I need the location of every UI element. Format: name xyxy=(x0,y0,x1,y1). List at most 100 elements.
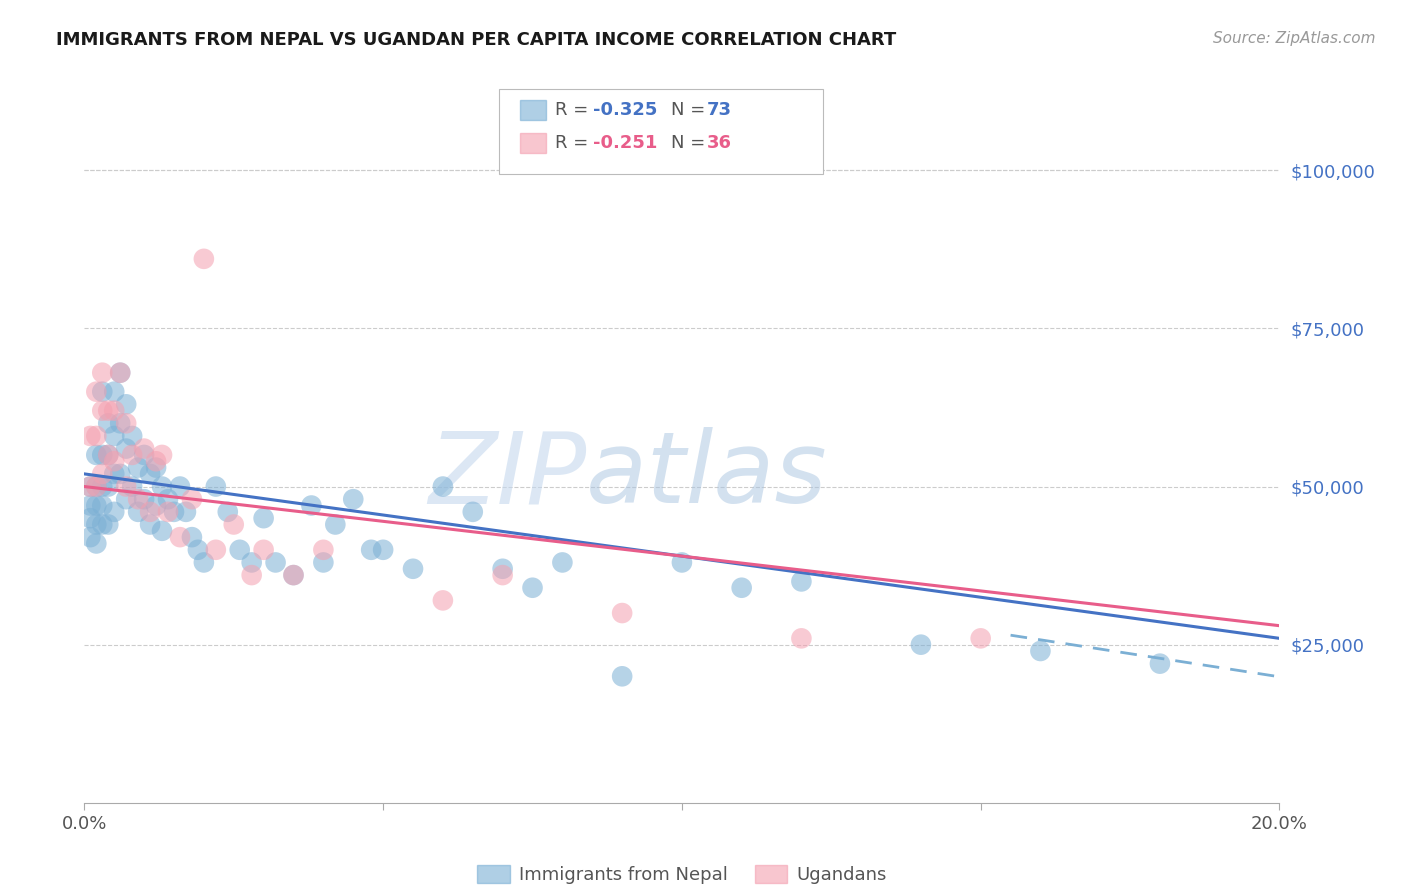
Point xyxy=(115,492,138,507)
Point xyxy=(205,542,228,557)
Point xyxy=(169,530,191,544)
Point xyxy=(193,252,215,266)
Text: 36: 36 xyxy=(707,134,733,152)
Point xyxy=(97,517,120,532)
Point xyxy=(127,460,149,475)
Point xyxy=(79,499,101,513)
Point xyxy=(551,556,574,570)
Point xyxy=(132,442,156,456)
Point xyxy=(371,542,394,557)
Point xyxy=(731,581,754,595)
Point xyxy=(323,517,347,532)
Point xyxy=(79,479,101,493)
Point xyxy=(103,454,125,468)
Point xyxy=(145,460,167,475)
Point xyxy=(671,556,693,570)
Point xyxy=(402,562,425,576)
Point xyxy=(132,448,156,462)
Point xyxy=(86,479,108,493)
Point xyxy=(432,593,454,607)
Point xyxy=(240,556,263,570)
Point xyxy=(91,448,114,462)
Point xyxy=(492,562,515,576)
Point xyxy=(910,638,932,652)
Point xyxy=(283,568,305,582)
Point xyxy=(91,499,114,513)
Point xyxy=(103,429,125,443)
Point xyxy=(97,479,120,493)
Point xyxy=(110,366,132,380)
Point xyxy=(86,499,108,513)
Point xyxy=(157,505,180,519)
Text: N =: N = xyxy=(671,101,710,119)
Point xyxy=(253,542,276,557)
Point xyxy=(492,568,515,582)
Point xyxy=(174,505,197,519)
Text: atlas: atlas xyxy=(586,427,828,524)
Point xyxy=(301,499,323,513)
Point xyxy=(79,511,101,525)
Point xyxy=(97,403,120,417)
Point xyxy=(103,403,125,417)
Point xyxy=(91,517,114,532)
Text: -0.325: -0.325 xyxy=(593,101,658,119)
Point xyxy=(145,454,167,468)
Point xyxy=(110,467,132,481)
Point xyxy=(86,384,108,399)
Point xyxy=(157,492,180,507)
Point xyxy=(115,442,138,456)
Point xyxy=(312,542,335,557)
Point xyxy=(79,530,101,544)
Point xyxy=(342,492,364,507)
Point xyxy=(150,448,173,462)
Point xyxy=(91,366,114,380)
Point xyxy=(610,606,633,620)
Point xyxy=(187,542,209,557)
Point xyxy=(121,448,143,462)
Point xyxy=(79,479,101,493)
Point xyxy=(115,397,138,411)
Y-axis label: Per Capita Income: Per Capita Income xyxy=(0,379,8,531)
Text: -0.251: -0.251 xyxy=(593,134,658,152)
Point xyxy=(110,417,132,431)
Point xyxy=(240,568,263,582)
Point xyxy=(110,366,132,380)
Point xyxy=(790,574,813,589)
Point xyxy=(103,384,125,399)
Text: R =: R = xyxy=(555,101,595,119)
Point xyxy=(132,492,156,507)
Point xyxy=(127,492,149,507)
Point xyxy=(180,530,204,544)
Point xyxy=(169,479,191,493)
Point xyxy=(97,448,120,462)
Point xyxy=(360,542,382,557)
Point xyxy=(86,448,108,462)
Text: N =: N = xyxy=(671,134,710,152)
Point xyxy=(205,479,228,493)
Point xyxy=(97,448,120,462)
Text: 73: 73 xyxy=(707,101,733,119)
Point xyxy=(461,505,484,519)
Point xyxy=(86,479,108,493)
Point xyxy=(432,479,454,493)
Point xyxy=(139,517,162,532)
Point xyxy=(91,384,114,399)
Point xyxy=(228,542,252,557)
Point xyxy=(121,429,143,443)
Point xyxy=(115,479,138,493)
Point xyxy=(103,467,125,481)
Point xyxy=(312,556,335,570)
Text: R =: R = xyxy=(555,134,595,152)
Point xyxy=(163,505,186,519)
Point xyxy=(103,505,125,519)
Point xyxy=(283,568,305,582)
Point xyxy=(79,429,101,443)
Point xyxy=(610,669,633,683)
Point xyxy=(222,517,245,532)
Point xyxy=(139,467,162,481)
Point xyxy=(193,556,215,570)
Point xyxy=(150,524,173,538)
Point xyxy=(91,479,114,493)
Point xyxy=(91,467,114,481)
Point xyxy=(145,499,167,513)
